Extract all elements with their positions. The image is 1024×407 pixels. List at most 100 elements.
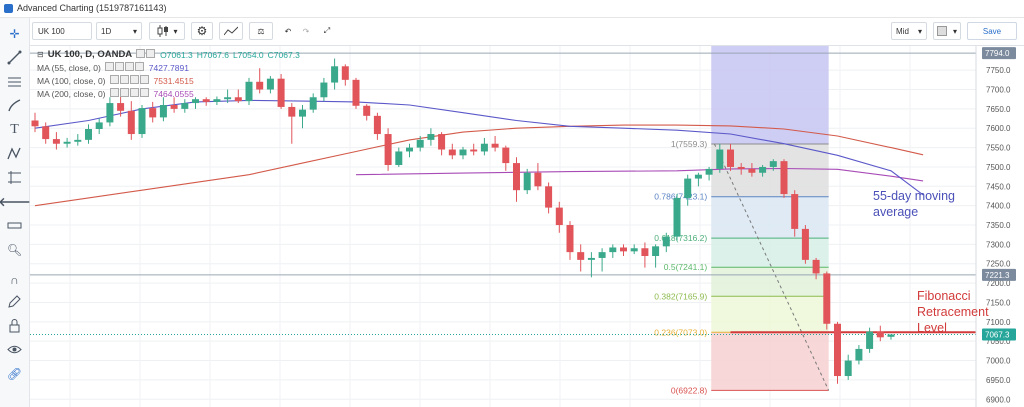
- candle-body: [373, 115, 381, 135]
- price-chart[interactable]: 1(7559.3) 0.786(7423.1) 0.618(7316.2) 0.5(7…: [30, 46, 1024, 407]
- collapse-icon[interactable]: ⊟: [37, 50, 44, 59]
- fib-level-label: 1(7559.3): [671, 139, 708, 149]
- pencil-icon: [8, 295, 21, 308]
- price-axis-tick-label: 6900.0: [986, 395, 1011, 404]
- symbol-search-input[interactable]: UK 100: [32, 22, 92, 40]
- candle-body: [652, 246, 660, 257]
- brush-tool[interactable]: [5, 96, 24, 115]
- candle-body: [352, 79, 360, 106]
- price-label-text: 7221.3: [985, 271, 1010, 280]
- price-label-badge: [982, 268, 1016, 281]
- legend-ma55-buttons[interactable]: [104, 62, 145, 73]
- price-axis-tick-label: 7700.0: [986, 86, 1011, 95]
- price-axis-tick-label: 7450.0: [986, 182, 1011, 191]
- trendline-tool[interactable]: [5, 48, 24, 67]
- legend-ma55-row[interactable]: MA (55, close, 0) 7427.7891: [37, 61, 304, 74]
- legend-ma200-value: 7464.0555: [153, 88, 194, 99]
- price-axis-tick-label: 7000.0: [986, 357, 1011, 366]
- fib-level-label: 0(6922.8): [671, 385, 708, 395]
- candle-body: [855, 348, 863, 361]
- candle-body: [887, 334, 895, 337]
- price-axis-tick-label: 7250.0: [986, 260, 1011, 269]
- candlestick-icon: [157, 25, 169, 37]
- candle-body: [448, 149, 456, 156]
- legend-ma200-row[interactable]: MA (200, close, 0) 7464.0555: [37, 87, 304, 100]
- visibility-tool[interactable]: [5, 340, 24, 359]
- layout-select[interactable]: Mid ▾: [891, 22, 927, 40]
- app-icon: [4, 4, 13, 13]
- candle-body: [85, 129, 92, 140]
- fib-annotation: Fibonacci Retracement Level: [917, 288, 989, 336]
- indicators-icon: [224, 26, 238, 36]
- zoom-tool[interactable]: 🔍︎: [5, 240, 24, 259]
- price-axis-tick-label: 7350.0: [986, 221, 1011, 230]
- candle-body: [320, 82, 328, 98]
- candle-body: [52, 139, 60, 144]
- channel-tool[interactable]: [5, 72, 24, 91]
- legend-symbol: UK 100, D, OANDA: [47, 49, 133, 60]
- interval-select[interactable]: 1D ▾: [96, 22, 142, 40]
- candle-body: [74, 139, 82, 142]
- legend-ma100-buttons[interactable]: [109, 75, 150, 86]
- chevron-down-icon: ▾: [917, 26, 922, 36]
- measure-tool[interactable]: [5, 216, 24, 235]
- redo-button[interactable]: ↷: [297, 22, 315, 40]
- candle-type-button[interactable]: ▾: [149, 22, 185, 40]
- fib-level-label: 0.5(7241.1): [664, 262, 708, 272]
- fib-zone: [711, 238, 829, 268]
- candle-body: [159, 105, 167, 118]
- candle-body: [363, 105, 371, 116]
- candle-body: [42, 126, 50, 140]
- chevron-down-icon: ▾: [132, 26, 137, 36]
- fib-level-label: 0.382(7165.9): [654, 291, 707, 301]
- candle-body: [106, 103, 114, 123]
- price-axis-tick-label: 6950.0: [986, 376, 1011, 385]
- ma55-annotation-line2: average: [873, 205, 919, 219]
- legend-ma100-row[interactable]: MA (100, close, 0) 7531.4515: [37, 74, 304, 87]
- price-axis-tick-label: 7750.0: [986, 66, 1011, 75]
- legend-ma55-value: 7427.7891: [148, 62, 189, 73]
- drawing-tools-sidebar: ✛ T 🡐 🔍︎ ∩ 🔗︎: [0, 18, 31, 407]
- legend-buttons[interactable]: [136, 49, 156, 60]
- candle-body: [737, 166, 745, 169]
- settings-button[interactable]: ⚙: [191, 22, 213, 40]
- legend-ma200-buttons[interactable]: [109, 88, 150, 99]
- magnet-icon: ∩: [10, 272, 19, 287]
- candle-body: [234, 97, 242, 102]
- color-select[interactable]: ▾: [933, 22, 961, 40]
- fib-zone: [711, 196, 829, 239]
- magnet-tool[interactable]: ∩: [5, 270, 24, 289]
- candle-body: [213, 99, 221, 102]
- candle-body: [866, 331, 874, 349]
- prediction-tool[interactable]: [5, 168, 24, 187]
- save-button[interactable]: Save: [967, 22, 1017, 40]
- undo-button[interactable]: ↶: [279, 22, 297, 40]
- candle-body: [266, 78, 274, 90]
- candle-body: [288, 106, 296, 117]
- top-toolbar: UK 100 1D ▾ ▾ ⚙ ⚖ ↶ ↷ ⤢ Mid ▾ ▾ Save: [29, 18, 1024, 46]
- back-tool[interactable]: 🡐: [0, 192, 31, 211]
- compare-button[interactable]: ⚖: [249, 22, 273, 40]
- link-tool[interactable]: 🔗︎: [5, 364, 24, 383]
- candle-body: [694, 174, 702, 179]
- layout-value: Mid: [896, 26, 909, 36]
- price-label-badge: [982, 47, 1016, 60]
- ma55-line: [34, 99, 924, 196]
- crosshair-tool[interactable]: ✛: [5, 24, 24, 43]
- candle-body: [138, 108, 146, 135]
- candle-body: [566, 225, 574, 253]
- candle-body: [523, 172, 531, 191]
- indicators-button[interactable]: [219, 22, 243, 40]
- link-icon: 🔗︎: [6, 366, 23, 381]
- stay-drawing-tool[interactable]: [5, 292, 24, 311]
- text-tool[interactable]: T: [5, 120, 24, 139]
- candle-body: [459, 149, 467, 156]
- lock-icon: [9, 319, 20, 333]
- price-axis-tick-label: 7050.0: [986, 337, 1011, 346]
- fib-zone: [711, 332, 829, 391]
- candle-body: [662, 236, 670, 247]
- lock-tool[interactable]: [5, 316, 24, 335]
- fullscreen-button[interactable]: ⤢: [317, 22, 337, 40]
- pattern-tool[interactable]: [5, 144, 24, 163]
- candle-body: [117, 103, 125, 111]
